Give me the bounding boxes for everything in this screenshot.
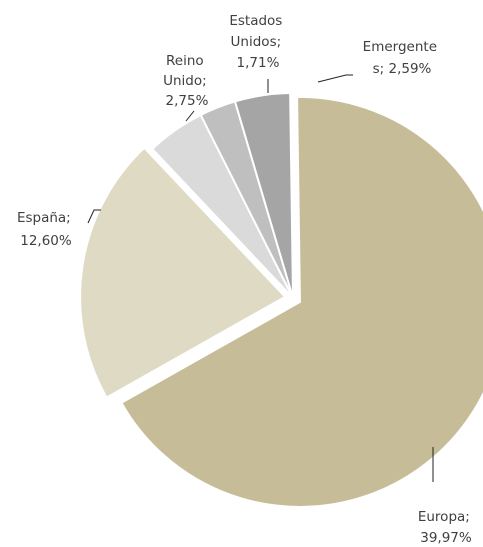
data-label-line: Estados — [229, 13, 282, 29]
data-label-line: Reino — [166, 53, 204, 69]
data-label-line: Unidos; — [231, 34, 282, 50]
leader-lines — [87, 74, 434, 482]
data-label-line: 12,60% — [20, 233, 72, 249]
data-label-espana: España; 12,60% — [17, 210, 75, 249]
data-label-line: Europa; — [418, 509, 470, 525]
data-labels: Europa; 39,97% España; 12,60% Reino Unid… — [17, 13, 474, 546]
data-label-line: s; 2,59% — [373, 61, 432, 77]
leader-line-reino-unido — [185, 110, 195, 122]
data-label-estados-unidos: Estados Unidos; 1,71% — [229, 13, 286, 71]
data-label-europa: Europa; 39,97% — [418, 509, 474, 546]
slice-espana — [79, 146, 287, 399]
data-label-emergentes: Emergente s; 2,59% — [363, 39, 442, 77]
data-label-line: Unido; — [163, 73, 207, 89]
slices-layer — [79, 92, 483, 508]
data-label-line: España; — [17, 210, 71, 226]
data-label-reino-unido: Reino Unido; 2,75% — [163, 53, 211, 109]
data-label-line: Emergente — [363, 39, 437, 55]
leader-line-emergentes — [317, 74, 353, 83]
slice-emergentes — [233, 92, 294, 299]
data-label-line: 39,97% — [420, 530, 472, 546]
data-label-line: 1,71% — [237, 55, 280, 71]
slice-europa — [120, 95, 483, 508]
leader-line-espana — [87, 209, 101, 224]
data-label-line: 2,75% — [166, 93, 209, 109]
